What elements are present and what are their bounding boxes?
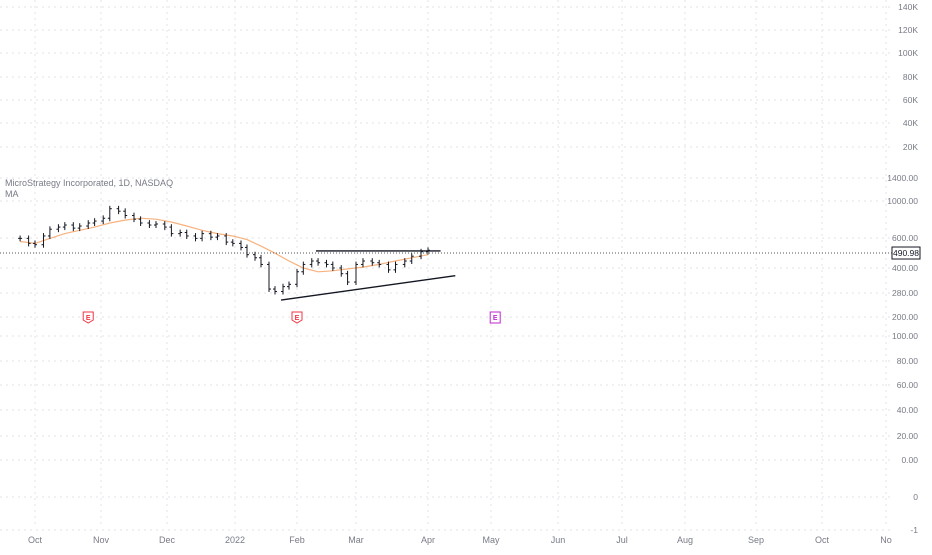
x-tick-label: No bbox=[880, 535, 892, 545]
y-tick-label: 600.00 bbox=[892, 233, 918, 243]
x-tick-label: Dec bbox=[159, 535, 176, 545]
y-tick-label: 400.00 bbox=[892, 263, 918, 273]
x-tick-label: Feb bbox=[289, 535, 305, 545]
earnings-flag-icon[interactable] bbox=[489, 311, 501, 324]
y-tick-label: 20.00 bbox=[897, 431, 919, 441]
y-tick-label: -1 bbox=[910, 525, 918, 535]
x-tick-label: Mar bbox=[348, 535, 364, 545]
y-tick-label: 40K bbox=[903, 118, 918, 128]
x-tick-label: Jun bbox=[551, 535, 566, 545]
y-tick-label: 100K bbox=[898, 48, 918, 58]
earnings-label: E bbox=[295, 315, 300, 322]
y-tick-label: 80K bbox=[903, 72, 918, 82]
y-tick-label: 60K bbox=[903, 95, 918, 105]
symbol-title: MicroStrategy Incorporated, 1D, NASDAQ bbox=[5, 178, 174, 188]
ma-series-line bbox=[20, 217, 429, 273]
earnings-label: E bbox=[493, 315, 498, 322]
support-trendline[interactable] bbox=[280, 275, 456, 301]
y-tick-label: 40.00 bbox=[897, 405, 919, 415]
x-tick-label: Sep bbox=[748, 535, 764, 545]
x-tick-label: Jul bbox=[616, 535, 628, 545]
y-tick-label: 200.00 bbox=[892, 312, 918, 322]
y-tick-label: 20K bbox=[903, 142, 918, 152]
x-tick-label: 2022 bbox=[225, 535, 245, 545]
y-tick-label: 100.00 bbox=[892, 331, 918, 341]
y-tick-label: 120K bbox=[898, 25, 918, 35]
x-tick-label: May bbox=[482, 535, 500, 545]
x-tick-label: Aug bbox=[677, 535, 693, 545]
earnings-label: E bbox=[86, 315, 91, 322]
last-price-label: 490.98 bbox=[893, 248, 919, 258]
y-tick-label: 80.00 bbox=[897, 356, 919, 366]
x-tick-label: Apr bbox=[421, 535, 435, 545]
y-tick-label: 0 bbox=[913, 492, 918, 502]
chart-legend: MicroStrategy Incorporated, 1D, NASDAQ M… bbox=[5, 178, 173, 200]
x-tick-label: Oct bbox=[28, 535, 43, 545]
y-tick-label: 0.00 bbox=[901, 455, 918, 465]
y-tick-label: 60.00 bbox=[897, 380, 919, 390]
earnings-flag-icon[interactable] bbox=[82, 311, 94, 324]
y-tick-label: 1400.00 bbox=[887, 173, 918, 183]
x-tick-label: Nov bbox=[93, 535, 110, 545]
indicator-label-ma[interactable]: MA bbox=[5, 189, 19, 199]
last-price-badge bbox=[891, 246, 921, 260]
y-tick-label: 1000.00 bbox=[887, 196, 918, 206]
x-tick-label: Oct bbox=[815, 535, 830, 545]
y-tick-label: 280.00 bbox=[892, 288, 918, 298]
earnings-flag-icon[interactable] bbox=[291, 311, 303, 324]
y-tick-label: 140K bbox=[898, 2, 918, 12]
